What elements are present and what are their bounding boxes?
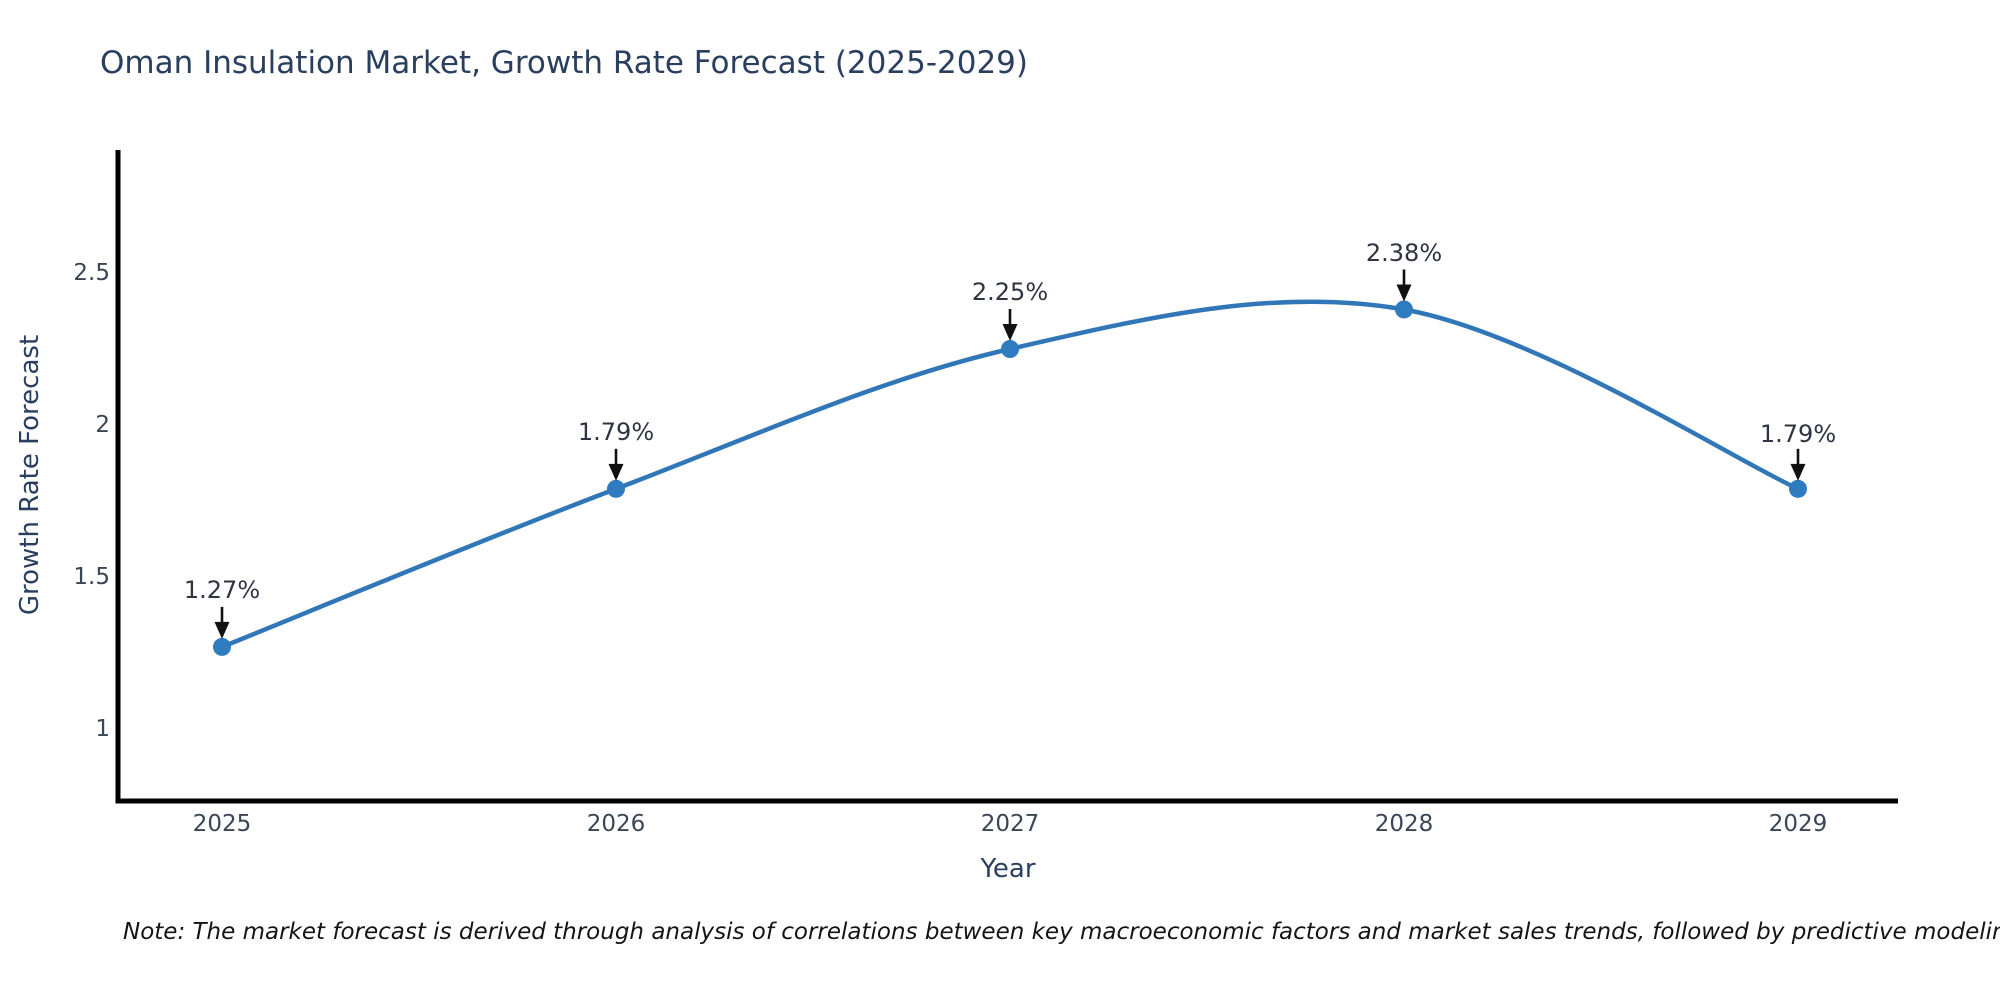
data-point-marker [1395,300,1413,319]
footnote: Note: The market forecast is derived thr… [123,919,2000,945]
x-tick-label: 2028 [1374,811,1434,837]
data-point-marker [607,479,625,498]
point-annotation-2026: 1.79% [577,418,655,446]
chart-title: Oman Insulation Market, Growth Rate Fore… [100,45,1028,81]
x-axis-title: Year [980,854,1036,884]
annotation-arrowhead-icon [1396,284,1412,302]
data-point-marker [1789,479,1807,498]
annotation-arrowhead-icon [214,621,230,639]
annotation-arrowhead-icon [1790,463,1806,481]
annotation-arrowhead-icon [1002,324,1018,341]
y-tick-label: 1 [95,716,110,742]
point-annotation-2029: 1.79% [1759,420,1837,448]
point-annotation-2028: 2.38% [1365,239,1443,267]
y-axis-title: Growth Rate Forecast [15,334,45,616]
x-tick-label: 2025 [192,811,252,837]
data-point-marker [1001,340,1019,358]
x-tick-label: 2029 [1768,811,1828,837]
annotation-arrowhead-icon [608,463,624,481]
point-annotation-2025: 1.27% [183,576,261,604]
x-tick-label: 2026 [586,811,646,837]
y-tick-label: 2 [95,412,110,438]
y-tick-label: 2.5 [73,260,110,286]
point-annotation-2027: 2.25% [971,278,1049,306]
x-tick-label: 2027 [980,811,1040,837]
data-point-marker [213,637,231,656]
y-tick-label: 1.5 [73,564,110,590]
axis-spines [115,150,1898,804]
